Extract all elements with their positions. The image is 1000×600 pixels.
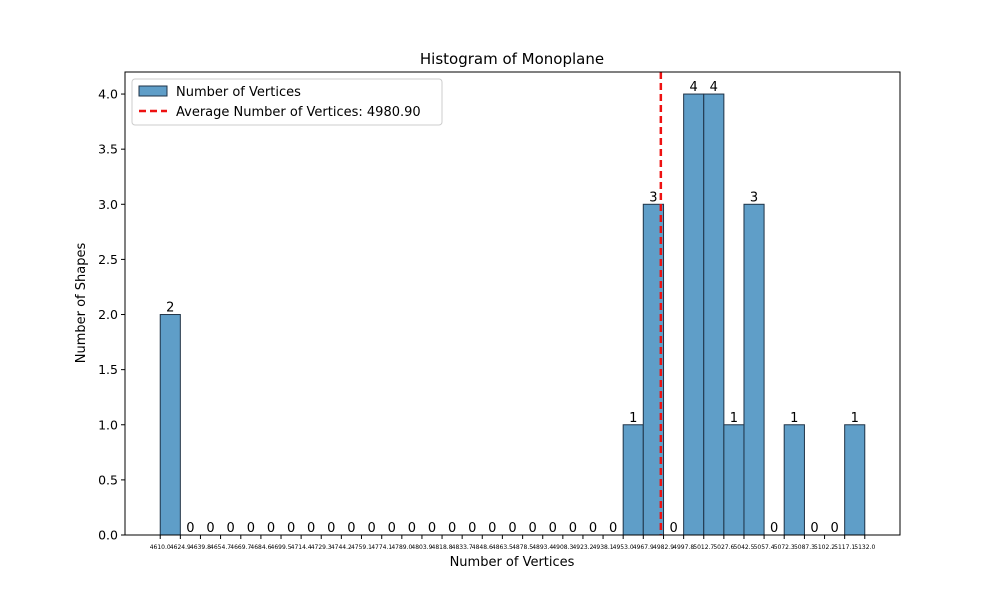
x-tick-label: 4953.0 (613, 544, 634, 551)
bar-value-label: 0 (307, 521, 315, 536)
bar-value-label: 0 (367, 521, 375, 536)
x-axis-label: Number of Vertices (450, 555, 575, 570)
x-tick-label: 4818.8 (432, 544, 453, 551)
bar-value-label: 0 (267, 521, 275, 536)
x-tick-label: 4997.8 (673, 544, 694, 551)
bar-value-label: 0 (549, 521, 557, 536)
x-tick-label: 4639.8 (190, 544, 211, 551)
y-tick-label: 4.0 (98, 87, 118, 102)
y-tick-label: 1.0 (98, 417, 118, 432)
x-tick-label: 4714.4 (291, 544, 312, 551)
x-tick-label: 4744.2 (331, 544, 352, 551)
bar-value-label: 0 (609, 521, 617, 536)
x-tick-label: 5102.2 (814, 544, 835, 551)
x-tick-label: 4729.3 (311, 544, 332, 551)
x-tick-label: 5042.5 (733, 544, 754, 551)
bar-value-label: 3 (649, 190, 657, 205)
legend: Number of Vertices Average Number of Ver… (131, 78, 443, 126)
x-tick-label: 4923.2 (572, 544, 593, 551)
chart-title: Histogram of Monoplane (420, 50, 604, 68)
legend-box (131, 78, 443, 126)
y-axis-label: Number of Shapes (74, 243, 89, 364)
y-tick-label: 3.0 (98, 197, 118, 212)
x-tick-label: 4938.1 (593, 544, 614, 551)
y-tick-label: 2.5 (98, 252, 118, 267)
bar-value-label: 0 (488, 521, 496, 536)
bar-value-label: 0 (508, 521, 516, 536)
x-tick-label: 4982.9 (653, 544, 674, 551)
x-tick-label: 4610.0 (150, 544, 171, 551)
histogram-bar (622, 424, 644, 536)
bar-value-label: 0 (830, 521, 838, 536)
x-tick-label: 5072.3 (774, 544, 795, 551)
x-tick-label: 4654.7 (210, 544, 231, 551)
histogram-bar (723, 424, 745, 536)
histogram-bar (743, 203, 765, 536)
x-tick-label: 4774.1 (371, 544, 392, 551)
bar-value-label: 4 (690, 80, 698, 95)
bar-value-label: 0 (448, 521, 456, 536)
y-tick-label: 1.5 (98, 362, 118, 377)
bar-value-label: 1 (629, 411, 637, 426)
y-tick-label: 0.5 (98, 472, 118, 487)
plot-frame (124, 71, 901, 536)
x-tick-label: 5117.1 (834, 544, 855, 551)
x-tick-label: 5012.7 (693, 544, 714, 551)
x-tick-label: 4967.9 (633, 544, 654, 551)
x-tick-label: 4759.1 (351, 544, 372, 551)
histogram-bar (783, 424, 805, 536)
bar-value-label: 1 (790, 411, 798, 426)
x-tick-label: 4878.5 (512, 544, 533, 551)
y-tick-label: 3.5 (98, 142, 118, 157)
bar-value-label: 0 (468, 521, 476, 536)
bar-value-label: 0 (408, 521, 416, 536)
bar-value-label: 0 (529, 521, 537, 536)
bar-value-label: 0 (186, 521, 194, 536)
bar-value-label: 0 (327, 521, 335, 536)
histogram-bar (844, 424, 866, 536)
bar-value-label: 0 (227, 521, 235, 536)
histogram-bar (703, 93, 725, 536)
bar-value-label: 0 (287, 521, 295, 536)
y-tick-label: 0.0 (98, 528, 118, 543)
x-tick-label: 5057.4 (754, 544, 775, 551)
bar-value-label: 2 (166, 301, 174, 316)
x-tick-label: 4789.0 (391, 544, 412, 551)
bar-value-label: 1 (851, 411, 859, 426)
legend-label-average: Average Number of Vertices: 4980.90 (176, 105, 421, 120)
histogram-bar (159, 314, 181, 536)
bar-value-label: 0 (428, 521, 436, 536)
x-tick-label: 4833.7 (452, 544, 473, 551)
bar-value-label: 0 (770, 521, 778, 536)
x-tick-label: 5087.3 (794, 544, 815, 551)
x-tick-label: 4848.6 (472, 544, 493, 551)
bar-value-label: 0 (388, 521, 396, 536)
x-tick-label: 4863.5 (492, 544, 513, 551)
histogram-bar (683, 93, 705, 536)
y-tick-label: 2.0 (98, 307, 118, 322)
x-tick-label: 4908.3 (552, 544, 573, 551)
x-tick-label: 5027.6 (713, 544, 734, 551)
x-tick-label: 4669.7 (230, 544, 251, 551)
x-tick-label: 4684.6 (250, 544, 271, 551)
bar-value-label: 0 (347, 521, 355, 536)
bar-value-label: 0 (206, 521, 214, 536)
bar-value-label: 0 (569, 521, 577, 536)
legend-label-bar: Number of Vertices (176, 85, 301, 100)
bar-value-label: 0 (589, 521, 597, 536)
x-tick-label: 4699.5 (271, 544, 292, 551)
legend-swatch-bar (138, 85, 168, 97)
bar-value-label: 3 (750, 190, 758, 205)
bar-value-label: 0 (810, 521, 818, 536)
bar-value-label: 4 (710, 80, 718, 95)
bar-value-label: 1 (730, 411, 738, 426)
bar-value-label: 0 (247, 521, 255, 536)
x-tick-label: 4624.9 (170, 544, 191, 551)
bar-value-label: 0 (669, 521, 677, 536)
x-tick-label: 4893.4 (532, 544, 553, 551)
x-tick-label: 5132.0 (854, 544, 875, 551)
x-tick-label: 4803.9 (411, 544, 432, 551)
